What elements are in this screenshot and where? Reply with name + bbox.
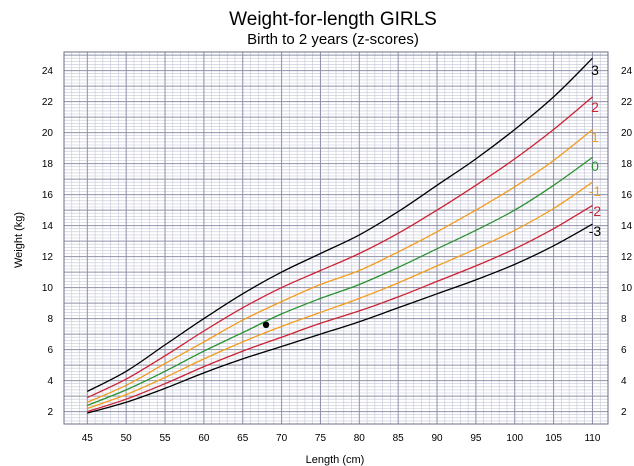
z-score-curves <box>87 57 593 414</box>
z-label-1: 1 <box>591 129 599 145</box>
y-tick-label-right: 14 <box>621 221 633 232</box>
x-tick-label: 45 <box>82 433 94 444</box>
y-axis-label: Weight (kg) <box>13 212 25 268</box>
y-tick-label-right: 12 <box>621 252 633 263</box>
z-label--3: -3 <box>589 223 602 239</box>
y-tick-label-right: 22 <box>621 97 633 108</box>
major-grid <box>64 52 608 424</box>
y-tick-label-left: 12 <box>42 252 54 263</box>
data-points <box>262 321 270 328</box>
y-tick-label-right: 10 <box>621 283 633 294</box>
y-tick-label-left: 4 <box>47 376 53 387</box>
chart-subtitle: Birth to 2 years (z-scores) <box>247 31 419 48</box>
z-score-labels: 3 2 1 0 -1 -2 -3 <box>589 62 602 239</box>
x-tick-label: 95 <box>470 433 482 444</box>
measurement-point <box>262 321 270 328</box>
z-label--1: -1 <box>589 183 602 199</box>
y-tick-label-left: 14 <box>42 221 54 232</box>
x-tick-label: 110 <box>584 433 600 444</box>
curve-z-3 <box>87 57 593 392</box>
plot-frame <box>63 51 609 425</box>
z-label--2: -2 <box>589 203 602 219</box>
z-label-0: 0 <box>591 158 599 174</box>
y-tick-label-right: 18 <box>621 159 633 170</box>
chart-title: Weight-for-length GIRLS <box>229 9 437 30</box>
x-tick-label: 100 <box>506 433 523 444</box>
y-tick-label-left: 2 <box>47 407 53 418</box>
y-tick-label-left: 20 <box>42 128 54 139</box>
x-tick-label: 85 <box>393 433 405 444</box>
x-tick-label: 70 <box>276 433 288 444</box>
y-tick-label-left: 18 <box>42 159 54 170</box>
x-tick-label: 50 <box>121 433 133 444</box>
curve-z-2 <box>87 96 593 399</box>
y-tick-label-left: 24 <box>42 66 54 77</box>
x-axis-label: Length (cm) <box>306 454 365 466</box>
curve-z-0 <box>87 156 593 407</box>
x-tick-label: 65 <box>237 433 249 444</box>
curve-z--2 <box>87 204 593 413</box>
y-tick-label-right: 6 <box>621 345 627 356</box>
y-tick-label-right: 24 <box>621 66 633 77</box>
y-tick-label-right: 8 <box>621 314 627 325</box>
y-tick-label-right: 4 <box>621 376 627 387</box>
y-tick-label-right: 16 <box>621 190 633 201</box>
y-tick-label-right: 20 <box>621 128 633 139</box>
minor-grid <box>63 51 609 425</box>
x-tick-label: 55 <box>159 433 171 444</box>
x-tick-label: 60 <box>198 433 210 444</box>
x-axis-ticks: 45 50 55 60 65 70 75 80 85 90 95 100 105 110 <box>82 433 601 444</box>
y-tick-label-left: 16 <box>42 190 54 201</box>
x-tick-label: 75 <box>315 433 327 444</box>
curve-z--3 <box>87 223 593 414</box>
y-tick-label-right: 2 <box>621 407 627 418</box>
z-label-2: 2 <box>591 99 599 115</box>
y-tick-label-left: 22 <box>42 97 54 108</box>
curve-z-1 <box>87 128 593 403</box>
x-tick-label: 80 <box>354 433 366 444</box>
z-label-3: 3 <box>591 62 599 78</box>
x-tick-label: 90 <box>431 433 443 444</box>
curve-z--1 <box>87 181 593 410</box>
y-tick-label-left: 6 <box>47 345 53 356</box>
x-tick-label: 105 <box>545 433 562 444</box>
y-tick-label-left: 8 <box>47 314 53 325</box>
y-tick-label-left: 10 <box>42 283 54 294</box>
